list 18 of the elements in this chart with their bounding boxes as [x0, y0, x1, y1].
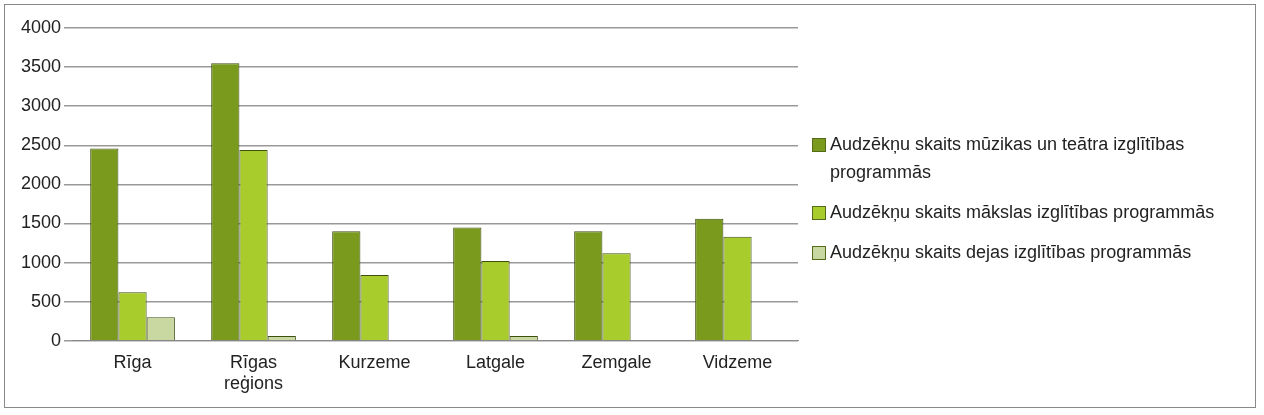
- legend-label: Audzēkņu skaits mūzikas un teātra izglītības programmās: [830, 133, 1186, 184]
- y-tick-label: 0: [51, 329, 62, 350]
- y-tick-label: 3500: [21, 56, 62, 77]
- y-tick-label: 2500: [21, 134, 62, 155]
- x-tick-label: Rīgas reģions: [224, 351, 284, 394]
- y-tick-label: 1000: [21, 251, 62, 272]
- y-tick-label: 500: [31, 290, 62, 311]
- legend-label: Audzēkņu skaits mākslas izglītības programmās: [830, 201, 1215, 224]
- y-tick-label: 4000: [21, 16, 62, 37]
- x-tick-label: Vidzeme: [702, 351, 773, 372]
- legend-label: Audzēkņu skaits dejas izglītības programmās: [830, 241, 1192, 264]
- x-tick-label: Kurzeme: [338, 351, 411, 372]
- y-tick-label: 1500: [21, 212, 62, 233]
- y-tick-label: 2000: [21, 173, 62, 194]
- y-tick-label: 3000: [21, 95, 62, 116]
- x-tick-label: Latgale: [465, 351, 526, 372]
- x-tick-label: Rīga: [113, 351, 153, 372]
- x-tick-label: Zemgale: [581, 351, 652, 372]
